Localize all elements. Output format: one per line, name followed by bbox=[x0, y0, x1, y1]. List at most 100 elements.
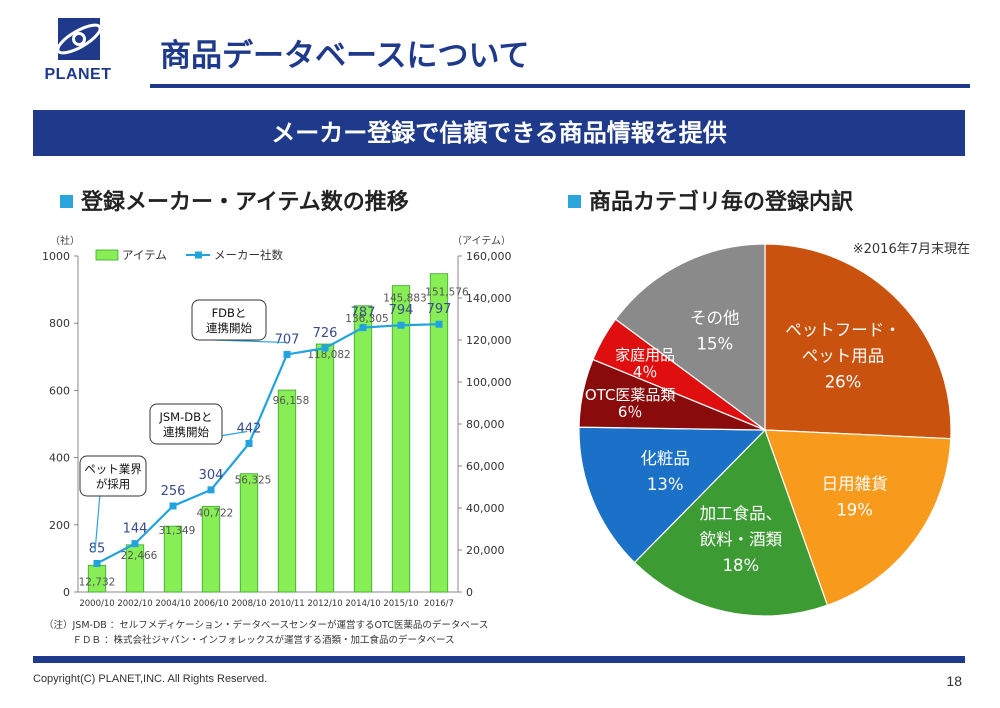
right-section-title: 商品カテゴリ毎の登録内訳 bbox=[568, 184, 853, 216]
right-tick-label: 140,000 bbox=[466, 292, 512, 305]
pie-slice-percent: 4％ bbox=[633, 363, 658, 381]
planet-logo-icon bbox=[56, 18, 102, 60]
legend: アイテム メーカー社数 bbox=[95, 248, 283, 262]
left-tick-label: 1000 bbox=[42, 250, 70, 263]
left-tick-label: 800 bbox=[49, 317, 70, 330]
line-point bbox=[207, 486, 215, 494]
bar-value-label: 31,349 bbox=[159, 525, 196, 537]
banner: メーカー登録で信頼できる商品情報を提供 bbox=[33, 110, 965, 156]
right-tick-label: 0 bbox=[466, 586, 473, 599]
line-value-label: 144 bbox=[123, 522, 148, 537]
pie-slice-label: 日用雑貨 bbox=[822, 474, 888, 493]
note-fdb: ＦＤＢ ：株式会社ジャパン・インフォレックスが運営する酒類・加工食品のデータベー… bbox=[44, 635, 455, 646]
bar-value-label: 145,883 bbox=[383, 293, 426, 305]
pie-subtitle: ※2016年7月末現在 bbox=[853, 242, 970, 257]
line-value-label: 794 bbox=[389, 303, 414, 318]
x-tick-label: 2008/10 bbox=[231, 599, 266, 609]
callout-text: ペット業界 bbox=[84, 462, 142, 476]
callout-box bbox=[191, 299, 267, 341]
pie-slice-percent: 18% bbox=[723, 556, 760, 575]
right-tick-label: 160,000 bbox=[466, 250, 512, 263]
line-value-label: 304 bbox=[199, 468, 224, 483]
x-tick-label: 2000/10 bbox=[79, 599, 114, 609]
line-value-label: 256 bbox=[161, 484, 186, 499]
line-point bbox=[169, 502, 177, 510]
callout-text: FDBと bbox=[212, 306, 247, 320]
line-value-label: 726 bbox=[313, 326, 338, 341]
bullet-square-icon bbox=[60, 195, 73, 208]
line-point bbox=[359, 324, 367, 332]
title-rule bbox=[150, 84, 970, 88]
pie-slice-label: その他 bbox=[690, 308, 740, 327]
bar-value-label: 96,158 bbox=[273, 395, 310, 407]
pie-slice-label: ペット用品 bbox=[802, 347, 885, 366]
x-tick-label: 2015/10 bbox=[383, 599, 418, 609]
left-section-title: 登録メーカー・アイテム数の推移 bbox=[60, 184, 409, 216]
bar bbox=[315, 343, 335, 593]
bar bbox=[201, 506, 221, 593]
logo-text: PLANET bbox=[44, 66, 112, 83]
pie-slice-label: 加工食品、 bbox=[700, 504, 783, 523]
line-value-label: 442 bbox=[237, 421, 262, 436]
pie-slice-label: ペットフード・ bbox=[785, 321, 901, 340]
callout-text: 連携開始 bbox=[163, 425, 209, 439]
legend-bar-swatch bbox=[95, 249, 119, 261]
right-axis-unit: （アイテム） bbox=[452, 235, 511, 247]
combo-chart: （社） （アイテム） 0 200 400 600 800 1000 0 20,000 40,000 6… bbox=[42, 234, 512, 609]
bar bbox=[353, 305, 373, 593]
bar bbox=[391, 285, 411, 593]
bar-value-label: 22,466 bbox=[121, 550, 158, 562]
pie-slice bbox=[764, 243, 952, 440]
left-tick-label: 400 bbox=[49, 452, 70, 465]
x-tick-label: 2010/11 bbox=[269, 599, 304, 609]
copyright: Copyright(C) PLANET,INC. All Rights Rese… bbox=[33, 673, 268, 685]
line-point bbox=[93, 559, 101, 567]
legend-line-marker bbox=[195, 251, 202, 259]
line-point bbox=[131, 540, 139, 548]
line-point bbox=[245, 439, 253, 447]
pie-slice-percent: 19% bbox=[836, 500, 873, 519]
bar-value-label: 118,082 bbox=[307, 349, 350, 361]
series-line bbox=[96, 323, 440, 565]
bar-value-label: 12,732 bbox=[79, 576, 116, 588]
pie-slice bbox=[764, 429, 952, 606]
right-tick-label: 80,000 bbox=[466, 418, 505, 431]
bar-value-label: 136,305 bbox=[345, 313, 388, 325]
bar-value-label: 40,722 bbox=[197, 507, 234, 519]
callout-text: が採用 bbox=[96, 477, 131, 491]
bar bbox=[429, 273, 449, 593]
x-tick-label: 2002/10 bbox=[117, 599, 152, 609]
right-tick-label: 120,000 bbox=[466, 334, 512, 347]
pie-slice-percent: 26% bbox=[825, 373, 862, 392]
bar-value-label: 56,325 bbox=[235, 475, 272, 487]
right-tick-label: 60,000 bbox=[466, 460, 505, 473]
bar bbox=[277, 389, 297, 593]
legend-bar-label: アイテム bbox=[122, 248, 167, 262]
bar bbox=[163, 525, 183, 593]
pie-slice bbox=[614, 243, 766, 432]
bullet-square-icon bbox=[568, 195, 581, 208]
line-point bbox=[397, 321, 405, 329]
pie-slice bbox=[578, 426, 767, 564]
pie-slice-percent: 6％ bbox=[618, 403, 643, 421]
pie-slice-percent: 13% bbox=[647, 475, 684, 494]
page-title: 商品データベースについて bbox=[160, 38, 530, 74]
line-point bbox=[283, 350, 291, 358]
left-section-title-text: 登録メーカー・アイテム数の推移 bbox=[81, 190, 409, 215]
line-point bbox=[321, 344, 329, 352]
callout-text: 連携開始 bbox=[206, 321, 252, 335]
page-number: 18 bbox=[946, 673, 962, 689]
line-value-label: 707 bbox=[275, 332, 300, 347]
x-tick-label: 2004/10 bbox=[155, 599, 190, 609]
planet-logo: PLANET bbox=[28, 16, 128, 92]
note-jsmdb: （注）JSM-DB ：セルフメディケーション・データベースセンターが運営するOT… bbox=[44, 620, 489, 631]
callout-pointer bbox=[94, 495, 101, 552]
right-tick-label: 20,000 bbox=[466, 544, 505, 557]
line-value-label: 797 bbox=[427, 302, 452, 317]
callout-text: JSM-DBと bbox=[158, 410, 212, 424]
right-tick-label: 100,000 bbox=[466, 376, 512, 389]
line-value-label: 85 bbox=[89, 541, 106, 556]
